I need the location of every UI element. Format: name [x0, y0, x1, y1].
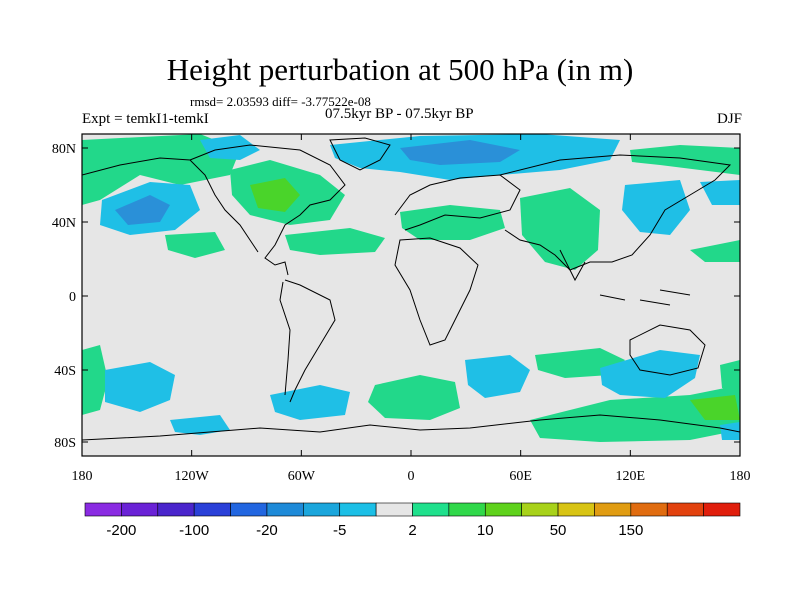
- colorbar-swatch: [375, 502, 413, 517]
- colorbar-swatch: [303, 502, 341, 517]
- longitude-axis: 180 120W 60W 0 60E 120E 180: [72, 134, 751, 484]
- colorbar-swatch: [266, 502, 304, 517]
- colorbar-swatch: [703, 502, 741, 517]
- negative-region-south-atlantic: [465, 355, 530, 398]
- indonesia-islands: [599, 289, 691, 306]
- colorbar: -200 -100 -20 -5 2 10 50 150: [84, 502, 741, 539]
- colorbar-swatch: [230, 502, 268, 517]
- colorbar-swatch: [193, 502, 231, 517]
- positive-region-south-atlantic: [368, 375, 460, 420]
- colorbar-label: -100: [179, 522, 209, 539]
- positive-region-southern-ocean-core: [690, 395, 740, 420]
- antarctica-coast: [82, 414, 740, 441]
- negative-region-south-pacific: [105, 362, 175, 412]
- experiment-label: Expt = temkI1-temkI: [82, 111, 209, 127]
- colorbar-label: -5: [333, 522, 346, 539]
- south-america-coast: [284, 279, 336, 403]
- asia-coast: [499, 154, 732, 271]
- lat-tick-label: 40N: [52, 216, 76, 231]
- positive-region-arctic-west: [82, 134, 240, 205]
- lon-tick-label: 120W: [175, 469, 210, 484]
- colorbar-label: -20: [256, 522, 278, 539]
- africa-coast: [394, 237, 479, 346]
- positive-region-mediterranean: [400, 205, 505, 240]
- lon-tick-label: 180: [72, 469, 93, 484]
- lat-tick-label: 0: [69, 290, 76, 305]
- negative-region-north-pacific-core: [115, 195, 170, 225]
- colorbar-swatch: [157, 502, 195, 517]
- positive-region-dateline-south: [720, 360, 740, 395]
- negative-region-south-pacific-east: [170, 415, 230, 435]
- positive-region-southern-ocean: [530, 385, 740, 442]
- lat-tick-label: 80N: [52, 142, 76, 157]
- colorbar-swatch: [666, 502, 704, 517]
- colorbar-swatch: [594, 502, 632, 517]
- coastlines: [82, 137, 740, 441]
- greenland-coast: [329, 137, 391, 171]
- plot-title: Height perturbation at 500 hPa (in m): [166, 52, 634, 87]
- negative-region-drake: [270, 385, 350, 420]
- colorbar-swatch: [630, 502, 668, 517]
- australia-coast: [629, 324, 706, 376]
- lat-tick-label: 80S: [54, 436, 76, 451]
- colorbar-label: 50: [550, 522, 567, 539]
- positive-region-south-pacific: [82, 345, 108, 415]
- rmsd-diff-stats: rmsd= 2.03593 diff= -3.77522e-08: [190, 94, 371, 109]
- negative-region-far-east: [700, 180, 740, 205]
- season-label: DJF: [716, 111, 742, 127]
- negative-region-east-asia: [622, 180, 690, 235]
- positive-region-central-asia: [520, 188, 600, 270]
- lon-tick-label: 0: [408, 469, 415, 484]
- positive-region-west-pacific: [690, 240, 740, 262]
- colorbar-label: 10: [477, 522, 494, 539]
- colorbar-label: 150: [618, 522, 643, 539]
- period-label: 07.5kyr BP - 07.5kyr BP: [325, 106, 474, 122]
- colorbar-swatch: [412, 502, 450, 517]
- alaska-coast: [82, 157, 259, 253]
- colorbar-label: -200: [106, 522, 136, 539]
- positive-region-atlantic: [285, 228, 385, 255]
- negative-region-arctic-core: [400, 140, 520, 165]
- europe-coast: [394, 174, 521, 231]
- contour-fills: [82, 134, 740, 442]
- india-coast: [559, 249, 586, 282]
- negative-region-south-indian: [600, 350, 700, 398]
- positive-region-pacific-north: [165, 232, 225, 258]
- lon-tick-label: 60E: [509, 469, 532, 484]
- colorbar-swatch: [84, 502, 122, 517]
- colorbar-swatch: [557, 502, 595, 517]
- negative-region-antarctic-dateline: [720, 422, 740, 440]
- lon-tick-label: 180: [730, 469, 751, 484]
- lon-tick-label: 60W: [288, 469, 316, 484]
- colorbar-swatch: [121, 502, 159, 517]
- colorbar-swatch: [484, 502, 522, 517]
- south-america-west: [279, 281, 291, 396]
- north-america-coast: [189, 144, 346, 276]
- colorbar-swatch: [339, 502, 377, 517]
- positive-region-canada-core: [250, 178, 300, 212]
- colorbar-swatch: [521, 502, 559, 517]
- lon-tick-label: 120E: [616, 469, 646, 484]
- colorbar-swatch: [448, 502, 486, 517]
- colorbar-label: 2: [408, 522, 416, 539]
- lat-tick-label: 40S: [54, 364, 76, 379]
- positive-region-siberia-east: [630, 145, 740, 175]
- latitude-axis: 80N 40N 0 40S 80S: [52, 142, 740, 451]
